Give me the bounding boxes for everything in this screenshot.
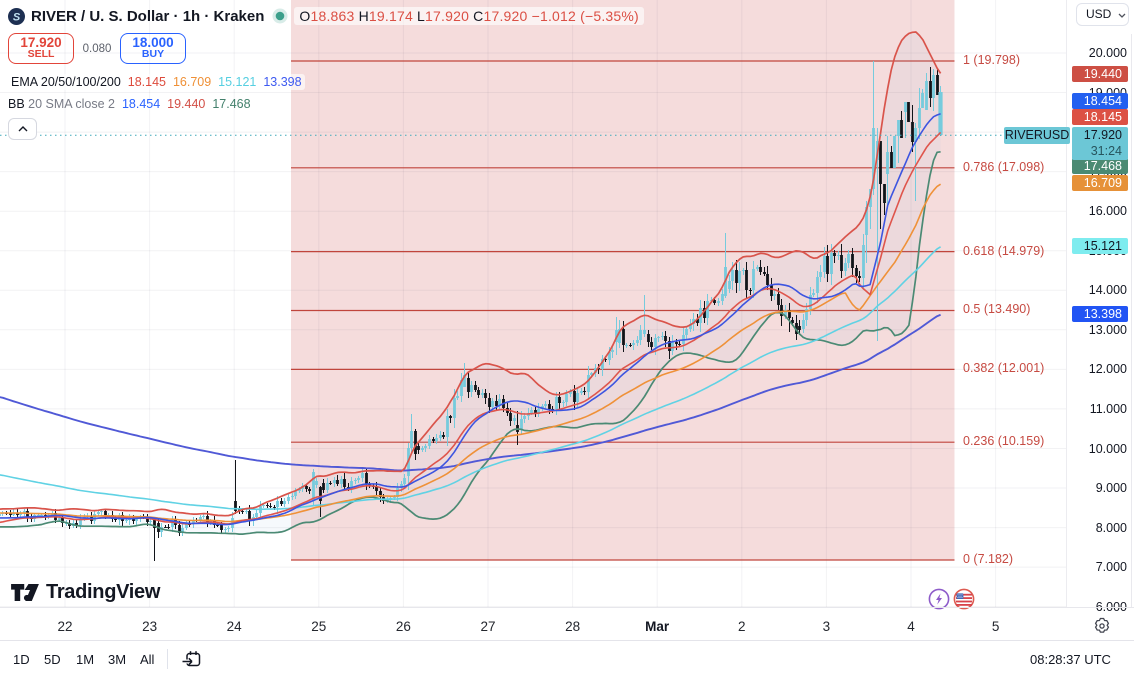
svg-text:S: S — [13, 11, 21, 23]
